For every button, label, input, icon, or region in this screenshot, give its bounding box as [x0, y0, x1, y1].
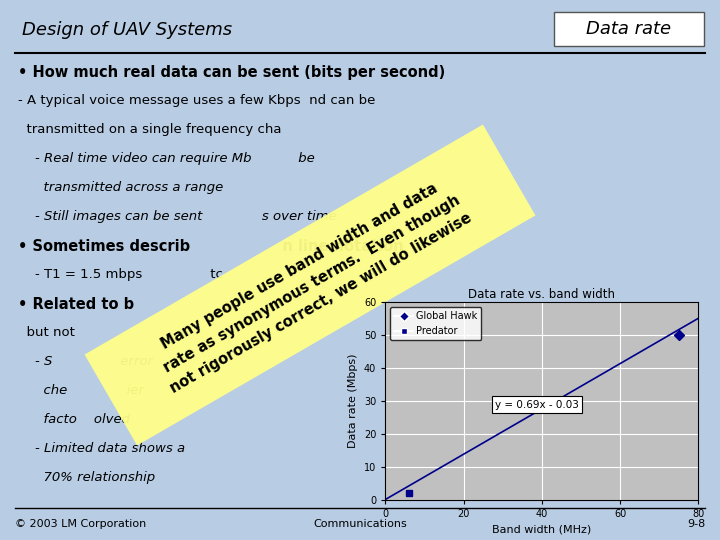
Text: • Sometimes describ                  n line notation: • Sometimes describ n line notation [18, 239, 404, 254]
X-axis label: Band width (MHz): Band width (MHz) [492, 524, 591, 534]
Text: © 2003 LM Corporation: © 2003 LM Corporation [15, 519, 146, 529]
FancyBboxPatch shape [554, 12, 704, 46]
Legend: Global Hawk, Predator: Global Hawk, Predator [390, 307, 482, 340]
Text: 70% relationship: 70% relationship [18, 471, 155, 484]
Text: - Real time video can require Mb           be: - Real time video can require Mb be [18, 152, 315, 165]
Text: - T1 = 1.5 mbps                tc: - T1 = 1.5 mbps tc [18, 268, 223, 281]
Text: - A typical voice message uses a few Kbps  nd can be: - A typical voice message uses a few Kbp… [18, 94, 375, 107]
Text: y = 0.69x - 0.03: y = 0.69x - 0.03 [495, 400, 579, 409]
Text: transmitted on a single frequency cha: transmitted on a single frequency cha [18, 123, 282, 136]
Text: • Related to b: • Related to b [18, 297, 134, 312]
Text: Communications: Communications [313, 519, 407, 529]
Y-axis label: Data rate (Mbps): Data rate (Mbps) [348, 354, 359, 448]
Text: • How much real data can be sent (bits per second): • How much real data can be sent (bits p… [18, 65, 445, 80]
Text: 9-8: 9-8 [687, 519, 705, 529]
Text: transmitted across a range: transmitted across a range [18, 181, 223, 194]
Text: - Limited data shows a: - Limited data shows a [18, 442, 185, 455]
Title: Data rate vs. band width: Data rate vs. band width [468, 288, 616, 301]
Text: - S                error: - S error [18, 355, 153, 368]
Text: facto    olved: facto olved [18, 413, 130, 426]
Polygon shape [84, 125, 536, 446]
Text: - Still images can be sent              s over time: - Still images can be sent s over time [18, 210, 337, 223]
Text: Design of UAV Systems: Design of UAV Systems [22, 21, 232, 39]
Text: but not: but not [18, 326, 79, 339]
Text: Many people use band width and data
 rate as synonymous terms.  Even though
not : Many people use band width and data rate… [146, 174, 474, 396]
Text: Data rate: Data rate [586, 20, 672, 38]
Text: che              ier: che ier [18, 384, 144, 397]
